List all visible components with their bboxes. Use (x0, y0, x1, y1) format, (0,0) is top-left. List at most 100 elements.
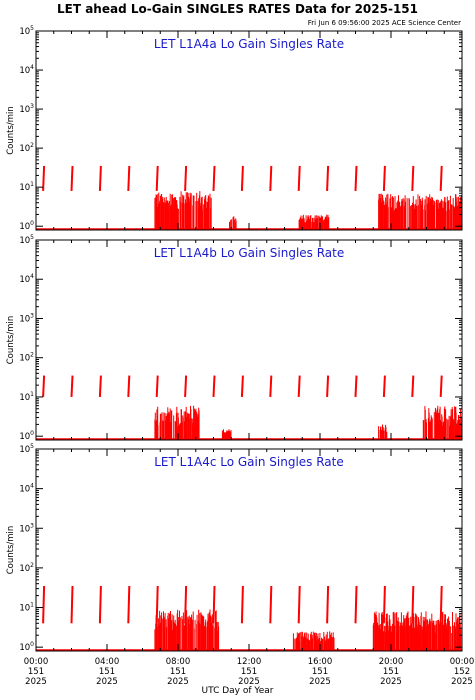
calibration-spike (42, 165, 46, 191)
calibration-spike (297, 375, 301, 398)
calibration-spike (212, 585, 216, 624)
x-tick-label: 12:00 (237, 657, 262, 667)
chart-main-title: LET ahead Lo-Gain SINGLES RATES Data for… (56, 2, 419, 16)
data-series (36, 165, 463, 230)
calibration-spike (155, 375, 159, 398)
x-tick-label: 04:00 (95, 657, 120, 667)
y-tick-label: 103 (19, 522, 34, 534)
calibration-spike (212, 165, 216, 191)
x-tick-label: 2025 (380, 677, 402, 687)
x-tick-label: 16:00 (308, 657, 333, 667)
calibration-spike (411, 585, 415, 624)
y-tick-label: 100 (19, 220, 34, 232)
data-series (36, 585, 463, 651)
x-axis-label: UTC Day of Year (201, 686, 274, 696)
calibration-spike (269, 375, 273, 398)
calibration-spike (155, 165, 159, 191)
y-tick-label: 104 (19, 64, 34, 76)
calibration-spike (439, 165, 443, 191)
panel-title: LET L1A4c Lo Gain Singles Rate (154, 455, 344, 469)
y-tick-label: 103 (19, 312, 34, 324)
calibration-spike (411, 165, 415, 191)
calibration-spike (439, 585, 443, 624)
x-tick-label: 08:00 (166, 657, 191, 667)
x-tick-label: 20:00 (379, 657, 404, 667)
x-tick-label: 00:00 (24, 657, 49, 667)
y-tick-label: 104 (19, 483, 34, 495)
x-tick-label: 2025 (451, 677, 473, 687)
y-tick-label: 103 (19, 103, 34, 115)
calibration-spike (439, 375, 443, 398)
calibration-spike (184, 585, 188, 624)
x-tick-label: 00:00 (450, 657, 475, 667)
y-tick-label: 101 (19, 391, 34, 403)
y-tick-label: 101 (19, 602, 34, 614)
calibration-spike (326, 375, 330, 398)
calibration-spike (326, 165, 330, 191)
calibration-spike (240, 165, 244, 191)
chart-panel: 100 101 102 103 104 105 Counts/min LET L1A4a Lo… (6, 25, 463, 232)
calibration-spike (70, 375, 74, 398)
panel-title: LET L1A4a Lo Gain Singles Rate (154, 37, 344, 51)
calibration-spike (411, 375, 415, 398)
calibration-spike (382, 165, 386, 191)
calibration-spike (70, 585, 74, 624)
calibration-spike (269, 165, 273, 191)
y-tick-label: 101 (19, 181, 34, 193)
y-axis-label: Counts/min (6, 316, 16, 365)
y-tick-label: 100 (19, 430, 34, 442)
calibration-spike (42, 375, 46, 398)
y-tick-label: 105 (19, 443, 34, 455)
y-tick-label: 105 (19, 234, 34, 246)
calibration-spike (212, 375, 216, 398)
calibration-spike (354, 165, 358, 191)
calibration-spike (240, 375, 244, 398)
calibration-spike (127, 165, 131, 191)
calibration-spike (269, 585, 273, 624)
x-tick-label: 151 (312, 667, 328, 677)
x-tick-label: 2025 (96, 677, 118, 687)
x-tick-label: 151 (99, 667, 115, 677)
x-tick-label: 2025 (167, 677, 189, 687)
y-axis-label: Counts/min (6, 106, 16, 155)
y-axis-label: Counts/min (6, 526, 16, 575)
x-tick-label: 151 (28, 667, 44, 677)
chart-panel: 100 101 102 103 104 105 Counts/min LET L1A4c Lo… (6, 443, 474, 687)
y-tick-label: 102 (19, 352, 34, 364)
x-tick-label: 2025 (309, 677, 331, 687)
calibration-spike (127, 585, 131, 624)
x-tick-label: 2025 (238, 677, 260, 687)
calibration-spike (297, 585, 301, 624)
calibration-spike (184, 165, 188, 191)
generation-timestamp: Fri Jun 6 09:56:00 2025 ACE Science Cent… (307, 19, 461, 27)
calibration-spike (382, 375, 386, 398)
calibration-spike (354, 375, 358, 398)
y-tick-label: 105 (19, 25, 34, 37)
calibration-spike (70, 165, 74, 191)
calibration-spike (155, 585, 159, 624)
calibration-spike (382, 585, 386, 624)
x-tick-label: 152 (454, 667, 470, 677)
y-tick-label: 102 (19, 142, 34, 154)
x-tick-label: 151 (383, 667, 399, 677)
calibration-spike (127, 375, 131, 398)
chart-panel: 100 101 102 103 104 105 Counts/min LET L1A4b Lo… (6, 234, 463, 442)
y-tick-label: 104 (19, 273, 34, 285)
data-series (36, 375, 463, 440)
y-tick-label: 102 (19, 562, 34, 574)
plot-frame (35, 239, 463, 441)
calibration-spike (98, 375, 102, 398)
x-tick-label: 2025 (25, 677, 47, 687)
calibration-spike (98, 585, 102, 624)
calibration-spike (297, 165, 301, 191)
calibration-spike (354, 585, 358, 624)
calibration-spike (240, 585, 244, 624)
panel-title: LET L1A4b Lo Gain Singles Rate (154, 246, 345, 260)
calibration-spike (326, 585, 330, 624)
calibration-spike (184, 375, 188, 398)
y-tick-label: 100 (19, 641, 34, 653)
x-tick-label: 151 (241, 667, 257, 677)
x-tick-label: 151 (170, 667, 186, 677)
calibration-spike (42, 585, 46, 624)
